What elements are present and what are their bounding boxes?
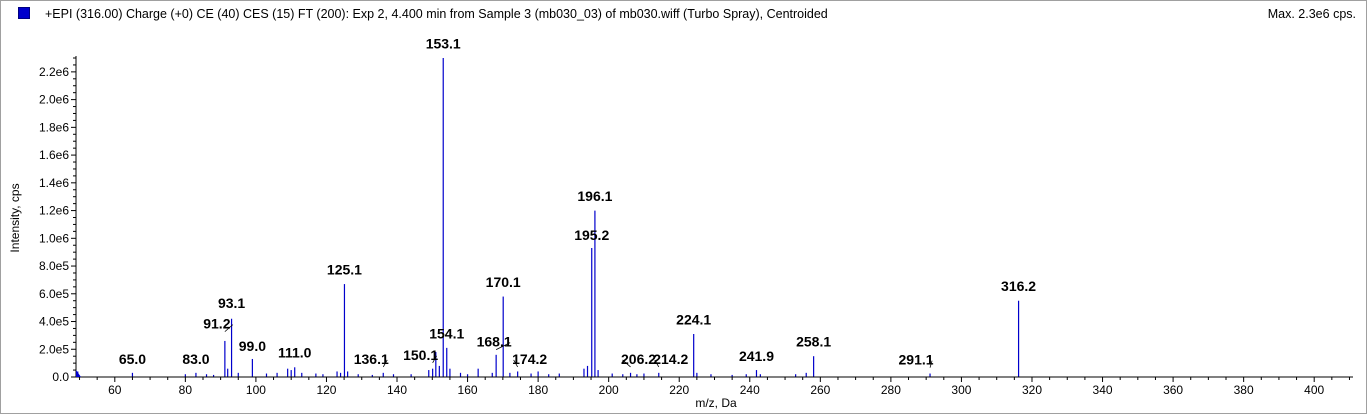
peak-label: 125.1 — [327, 262, 362, 278]
x-tick-label: 340 — [1093, 383, 1113, 397]
peaks-layer — [77, 58, 1020, 377]
peak-label: 214.2 — [653, 351, 688, 367]
y-tick-label: 6.0e5 — [39, 287, 69, 301]
peak-label-leader — [432, 355, 437, 364]
legend-swatch — [18, 7, 30, 19]
spectrum-header-title: +EPI (316.00) Charge (+0) CE (40) CES (1… — [45, 7, 828, 21]
x-tick-label: 320 — [1022, 383, 1042, 397]
peak-label: 206.2 — [621, 351, 656, 367]
x-tick-label: 280 — [881, 383, 901, 397]
peak-label-leader — [622, 359, 631, 368]
x-tick-label: 180 — [528, 383, 548, 397]
y-tick-label: 0.0 — [52, 370, 69, 384]
x-tick-label: 100 — [246, 383, 266, 397]
peak-label: 99.0 — [239, 338, 266, 354]
peak-label: 168.1 — [477, 334, 512, 350]
peak-label: 224.1 — [676, 311, 711, 327]
axis-origin-marker — [76, 370, 81, 377]
y-tick-label: 1.6e6 — [39, 148, 69, 162]
peak-label-leader — [513, 359, 519, 368]
peak-label: 136.1 — [354, 351, 389, 367]
y-tick-label: 1.4e6 — [39, 176, 69, 190]
peak-label: 174.2 — [512, 351, 547, 367]
peak-label: 316.2 — [1001, 278, 1036, 294]
x-tick-label: 120 — [316, 383, 336, 397]
peak-label: 83.0 — [182, 351, 209, 367]
axes-layer: 60 80 100 120 140 160 180 200 220 240 260 280 300 320… — [39, 56, 1353, 397]
x-tick-label: 380 — [1234, 383, 1254, 397]
peak-label: 65.0 — [119, 351, 146, 367]
x-tick-label: 220 — [669, 383, 689, 397]
peak-label: 241.9 — [739, 348, 774, 364]
peak-label: 154.1 — [429, 325, 464, 341]
max-intensity-label: Max. 2.3e6 cps. — [1267, 7, 1356, 21]
x-tick-label: 200 — [599, 383, 619, 397]
peak-label: 196.1 — [577, 188, 612, 204]
peak-label-leader — [495, 342, 511, 351]
x-tick-label: 240 — [740, 383, 760, 397]
x-tick-label: 140 — [387, 383, 407, 397]
y-tick-label: 8.0e5 — [39, 259, 69, 273]
peak-label: 93.1 — [218, 295, 245, 311]
x-tick-label: 360 — [1163, 383, 1183, 397]
peak-label-leader — [224, 324, 234, 332]
peak-label: 91.2 — [203, 316, 230, 332]
peak-label-leader — [654, 359, 660, 368]
y-tick-label: 2.0e6 — [39, 93, 69, 107]
peak-labels-layer: 65.0 83.0 91.2 93.1 99.0 111.0 125.1 136.1 150.1… — [119, 35, 1036, 368]
x-tick-label: 400 — [1304, 383, 1324, 397]
x-tick-label: 160 — [458, 383, 478, 397]
y-axis-title: Intensity, cps — [8, 183, 22, 252]
peak-label: 170.1 — [486, 274, 521, 290]
y-tick-label: 1.2e6 — [39, 204, 69, 218]
x-tick-label: 60 — [108, 383, 122, 397]
y-tick-label: 4.0e5 — [39, 315, 69, 329]
peak-label: 111.0 — [278, 345, 312, 361]
peak-label: 291.1 — [899, 352, 934, 368]
x-tick-label: 300 — [951, 383, 971, 397]
peak-label: 150.1 — [403, 347, 438, 363]
x-tick-label: 260 — [810, 383, 830, 397]
peak-label-leader — [929, 360, 933, 368]
x-tick-label: 80 — [179, 383, 193, 397]
y-tick-label: 2.2e6 — [39, 65, 69, 79]
x-axis-title: m/z, Da — [695, 396, 737, 410]
peak-label: 258.1 — [796, 334, 831, 350]
y-tick-label: 2.0e5 — [39, 342, 69, 356]
peak-label-leader — [382, 359, 388, 368]
peak-label: 153.1 — [426, 35, 461, 51]
y-tick-label: 1.0e6 — [39, 231, 69, 245]
peak-label: 195.2 — [574, 227, 609, 243]
y-tick-label: 1.8e6 — [39, 120, 69, 134]
